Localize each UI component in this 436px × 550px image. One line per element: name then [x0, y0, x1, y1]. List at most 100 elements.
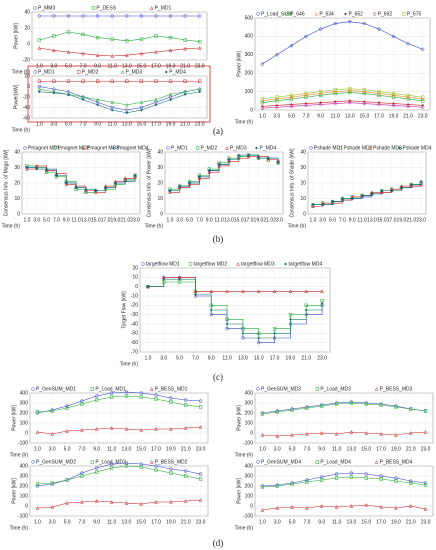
- series-line: [262, 431, 426, 437]
- data-point: [391, 34, 396, 39]
- data-point: [421, 47, 425, 51]
- data-point: [25, 167, 29, 171]
- x-tick-label: 17.0: [387, 217, 397, 223]
- data-point: [95, 470, 99, 474]
- x-tick-label: 7.0: [196, 217, 203, 223]
- data-point: [304, 308, 308, 312]
- data-point: [37, 14, 41, 18]
- data-point: [209, 289, 214, 293]
- legend-label: P_646: [290, 11, 305, 17]
- y-tick-label: 20: [14, 180, 20, 186]
- series-line: [262, 102, 423, 109]
- data-point: [52, 79, 56, 83]
- x-tick-label: 3.0: [49, 519, 56, 525]
- data-point: [37, 79, 41, 83]
- data-point: [139, 428, 144, 432]
- data-point: [420, 97, 425, 101]
- data-point: [391, 103, 396, 108]
- data-point: [169, 396, 173, 400]
- legend-label: P_BESS_MD4: [380, 459, 413, 465]
- data-point: [124, 427, 129, 431]
- y-tick-label: 0: [250, 430, 253, 436]
- data-point: [362, 100, 366, 104]
- data-point: [289, 95, 294, 99]
- data-point: [394, 479, 398, 483]
- x-tick-label: 15.0: [254, 355, 264, 361]
- data-point: [183, 79, 187, 83]
- data-point: [198, 405, 203, 409]
- data-point: [423, 481, 428, 485]
- data-point: [198, 425, 203, 429]
- x-tick-label: 23.0: [130, 217, 140, 223]
- x-axis-label: Time (h): [235, 452, 254, 458]
- legend-marker: [338, 146, 343, 150]
- data-point: [66, 79, 71, 83]
- x-tick-label: 23.0: [317, 355, 327, 361]
- data-point: [35, 430, 40, 434]
- data-point: [257, 156, 260, 160]
- legend-marker: [77, 70, 81, 74]
- data-point: [124, 390, 129, 394]
- data-point: [94, 499, 99, 503]
- legend-marker: [256, 460, 260, 464]
- data-point: [110, 108, 114, 112]
- series-line: [147, 277, 323, 292]
- x-axis-label: Time (h): [235, 525, 254, 531]
- legend-marker: [149, 460, 154, 464]
- x-tick-label: 17.0: [101, 217, 111, 223]
- y-tick-label: 40: [300, 149, 306, 155]
- data-point: [183, 426, 188, 430]
- y-axis-label: Power [kW]: [11, 405, 17, 431]
- legend-label: P_MD4: [260, 145, 277, 151]
- data-point: [305, 432, 309, 436]
- data-point: [421, 95, 425, 99]
- y-tick-label: -100: [18, 440, 28, 446]
- data-point: [406, 97, 410, 101]
- y-tick-label: 200: [245, 410, 254, 416]
- panel-label: (c): [213, 372, 223, 382]
- data-point: [109, 500, 114, 504]
- data-point: [290, 482, 294, 486]
- data-point: [260, 62, 264, 66]
- data-point: [217, 163, 221, 166]
- y-tick-label: 0: [27, 84, 30, 90]
- data-point: [104, 186, 107, 190]
- y-tick-label: 0: [250, 503, 253, 509]
- data-point: [347, 88, 352, 93]
- data-point: [423, 507, 428, 511]
- data-point: [391, 93, 396, 97]
- x-tick-label: 7.0: [80, 121, 87, 127]
- data-point: [183, 499, 188, 503]
- plot-area: [254, 392, 434, 444]
- legend-marker: [141, 262, 145, 266]
- x-tick-label: 11.0: [331, 113, 341, 119]
- y-tick-label: -10: [131, 293, 138, 299]
- x-tick-label: 9.0: [206, 217, 213, 223]
- x-axis-label: Time (h): [288, 223, 307, 229]
- data-point: [184, 403, 188, 407]
- x-tick-label: 9.0: [63, 217, 70, 223]
- data-point: [94, 427, 99, 431]
- y-tick-label: 0: [303, 211, 306, 217]
- data-point: [198, 175, 201, 179]
- data-point: [207, 169, 211, 172]
- data-point: [406, 93, 410, 97]
- y-tick-label: 40: [24, 9, 30, 15]
- x-tick-label: 11.0: [357, 217, 367, 223]
- data-point: [260, 485, 265, 489]
- x-tick-label: 5.0: [65, 63, 72, 69]
- data-point: [81, 14, 85, 18]
- data-point: [80, 500, 84, 504]
- data-point: [362, 21, 367, 26]
- data-point: [154, 427, 158, 431]
- data-point: [110, 79, 114, 83]
- x-tick-label: 7.0: [303, 519, 310, 525]
- x-tick-label: 1.0: [309, 217, 316, 223]
- x-tick-label: 9.0: [93, 446, 100, 452]
- x-tick-label: 17.0: [151, 519, 161, 525]
- y-tick-label: 40: [157, 149, 163, 155]
- x-tick-label: 23.0: [421, 519, 431, 525]
- x-tick-label: 13.0: [122, 519, 132, 525]
- data-point: [394, 405, 398, 409]
- data-point: [84, 188, 88, 193]
